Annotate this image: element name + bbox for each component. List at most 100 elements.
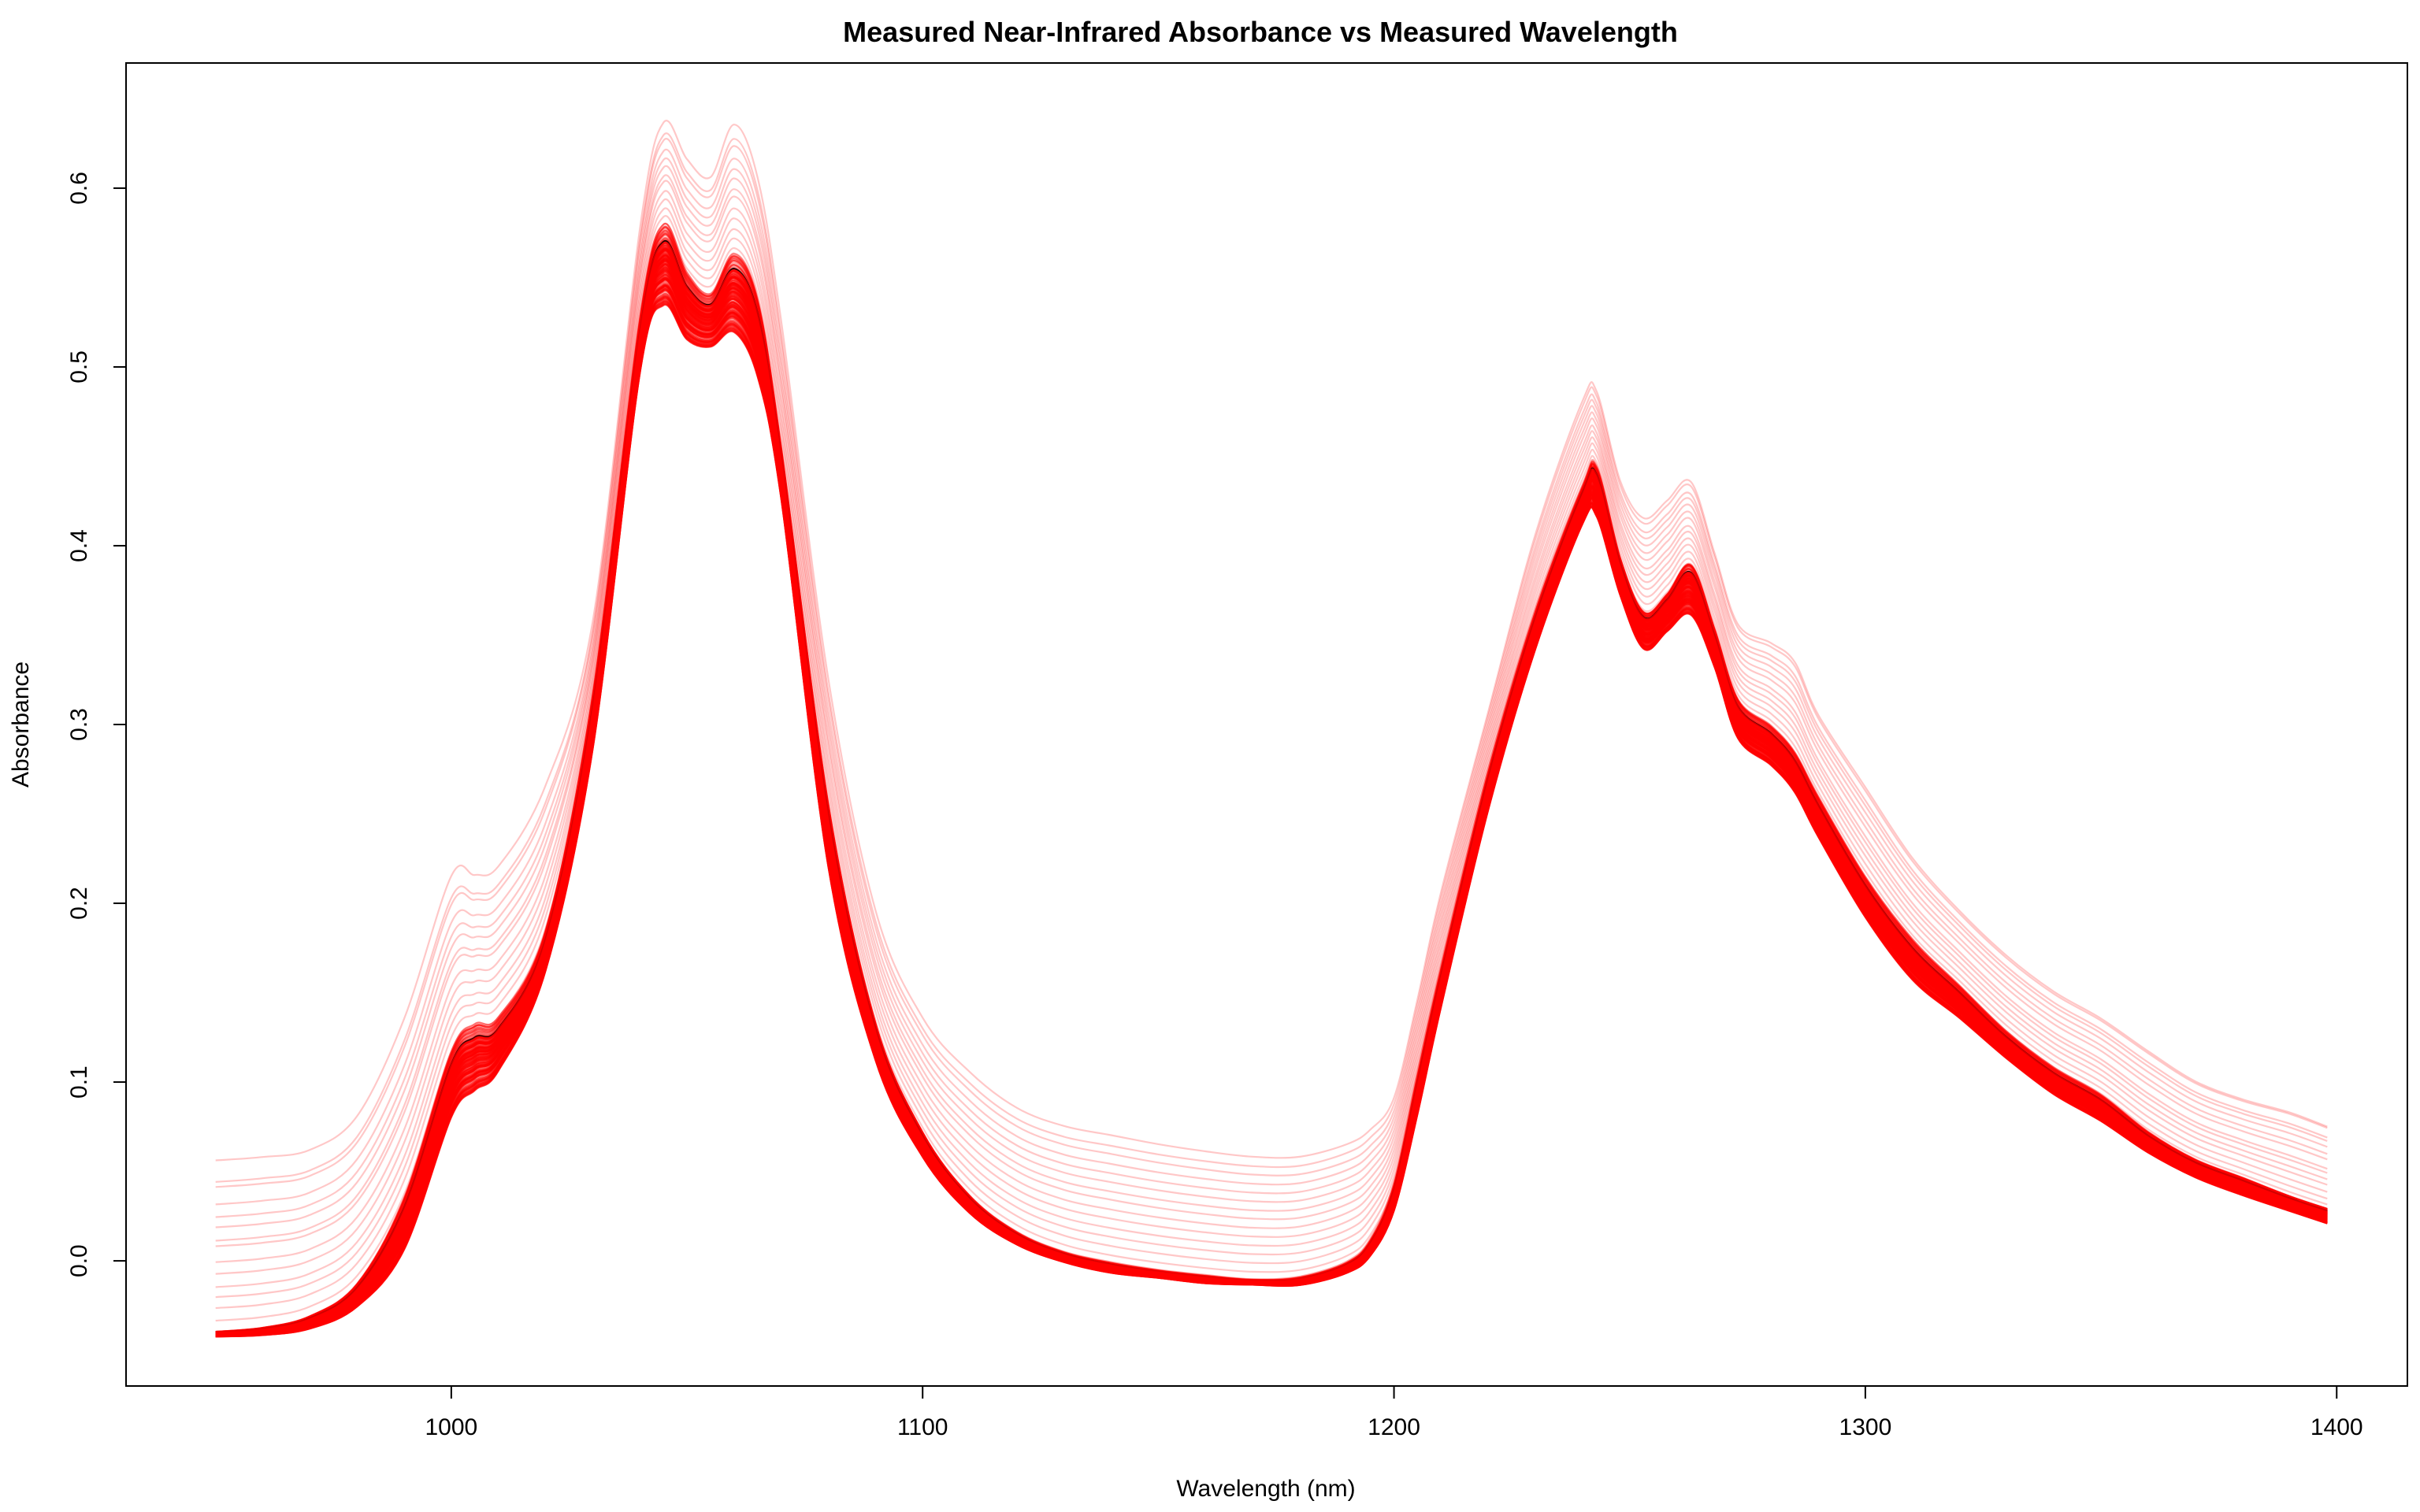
spectrum-line (215, 290, 2328, 1337)
spectrum-line (215, 257, 2328, 1334)
spectrum-line (215, 279, 2328, 1336)
spectrum-line (215, 254, 2328, 1334)
spectrum-line (215, 207, 2328, 1288)
spectrum-line (215, 261, 2328, 1336)
spectrum-line (215, 286, 2328, 1336)
highlight-spectrum-line (215, 239, 2328, 1333)
spectrum-line (215, 261, 2328, 1335)
spectrum-line (215, 266, 2328, 1336)
spectrum-line (215, 248, 2328, 1334)
spectrum-line (215, 198, 2328, 1275)
spectrum-line (215, 302, 2328, 1338)
spectrum-line (215, 255, 2328, 1335)
y-tick-label: 0.3 (66, 708, 92, 741)
spectrum-line (215, 297, 2328, 1337)
spectrum-line (215, 242, 2328, 1334)
spectrum-line (215, 244, 2328, 1334)
spectrum-line (215, 254, 2328, 1334)
spectrum-line (215, 302, 2328, 1338)
spectrum-line (215, 260, 2328, 1335)
spectrum-line (215, 250, 2328, 1334)
x-tick-label: 1100 (897, 1414, 948, 1440)
spectrum-line (215, 259, 2328, 1334)
spectrum-line (215, 250, 2328, 1334)
y-tick-label: 0.5 (66, 350, 92, 384)
spectrum-line (215, 248, 2328, 1334)
spectrum-line (215, 259, 2328, 1335)
spectrum-line (215, 285, 2328, 1336)
spectrum-line (215, 284, 2328, 1336)
spectrum-line (215, 215, 2328, 1299)
spectrum-line (215, 248, 2328, 1334)
spectrum-line (215, 288, 2328, 1337)
spectrum-line (215, 258, 2328, 1335)
spectrum-line (215, 254, 2328, 1334)
spectrum-line (215, 284, 2328, 1336)
spectrum-line (215, 240, 2328, 1333)
spectrum-line (215, 258, 2328, 1334)
spectrum-line (215, 246, 2328, 1335)
spectrum-line (215, 302, 2328, 1338)
spectrum-line (215, 132, 2328, 1183)
spectrum-line (215, 242, 2328, 1334)
x-tick-label: 1000 (425, 1414, 477, 1440)
spectrum-line (215, 295, 2328, 1337)
spectrum-line (215, 285, 2328, 1336)
spectrum-line (215, 246, 2328, 1334)
spectrum-line (215, 257, 2328, 1335)
spectrum-line (215, 299, 2328, 1337)
spectrum-line (215, 278, 2328, 1336)
spectrum-line (215, 239, 2328, 1334)
spectrum-line (215, 261, 2328, 1336)
spectrum-line (215, 284, 2328, 1336)
spectrum-line (215, 253, 2328, 1335)
spectrum-line (215, 269, 2328, 1335)
y-tick-label: 0.4 (66, 529, 92, 562)
spectrum-line (215, 284, 2328, 1336)
spectrum-line (215, 284, 2328, 1336)
spectrum-line (215, 295, 2328, 1337)
spectrum-line (215, 244, 2328, 1333)
spectrum-line (215, 262, 2328, 1335)
spectrum-line (215, 295, 2328, 1337)
spectrum-line (215, 236, 2328, 1333)
spectrum-line (215, 300, 2328, 1337)
spectrum-line (215, 256, 2328, 1335)
x-tick-label: 1200 (1368, 1414, 1420, 1440)
spectrum-line (215, 284, 2328, 1336)
spectrum-line (215, 259, 2328, 1334)
spectrum-line (215, 285, 2328, 1336)
spectrum-line (215, 120, 2328, 1162)
spectrum-line (215, 287, 2328, 1336)
spectrum-line (215, 296, 2328, 1337)
spectrum-line (215, 287, 2328, 1337)
spectrum-line (215, 295, 2328, 1337)
spectrum-line (215, 298, 2328, 1337)
spectrum-line (215, 259, 2328, 1335)
x-tick-label: 1300 (1839, 1414, 1892, 1440)
spectrum-line (215, 254, 2328, 1335)
spectrum-line (215, 157, 2328, 1218)
spectrum-line (215, 266, 2328, 1336)
spectrum-line (215, 247, 2328, 1334)
spectrum-line (215, 252, 2328, 1335)
spectrum-line (215, 303, 2328, 1338)
spectrum-line (215, 165, 2328, 1228)
spectrum-line (215, 298, 2328, 1337)
spectrum-line (215, 242, 2328, 1334)
spectrum-line (215, 254, 2328, 1335)
spectrum-line (215, 301, 2328, 1338)
spectrum-line (215, 138, 2328, 1188)
spectrum-line (215, 300, 2328, 1337)
spectrum-line (215, 278, 2328, 1336)
spectrum-line (215, 248, 2328, 1335)
spectrum-line (215, 300, 2328, 1338)
spectrum-line (215, 285, 2328, 1336)
spectrum-line (215, 279, 2328, 1336)
spectrum-line (215, 280, 2328, 1336)
spectrum-line (215, 303, 2328, 1338)
spectrum-line (215, 174, 2328, 1242)
spectrum-line (215, 248, 2328, 1335)
spectrum-line (215, 258, 2328, 1336)
spectrum-line (215, 254, 2328, 1335)
